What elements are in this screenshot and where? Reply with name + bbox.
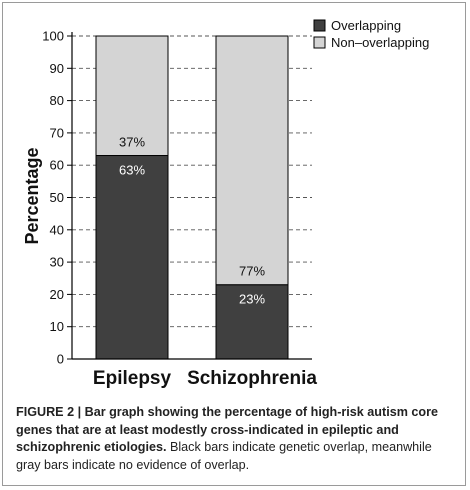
bar-schizophrenia-overlapping [215,284,289,360]
axes: 0 10 20 30 40 50 60 70 80 90 100 Epilepsy Schizophre… [42,29,317,390]
y-tick-label: 0 [57,352,64,367]
caption-description: Black bars indicate genetic overlap, mea… [16,440,432,472]
caption-title: Bar graph showing the percentage of high… [16,405,438,454]
data-label-overlapping: 23% [239,292,265,307]
x-category-label: Schizophrenia [187,368,317,389]
y-tick-label: 50 [50,190,64,205]
figure-caption: FIGURE 2 | Bar graph showing the percent… [16,404,456,474]
legend-label-overlapping: Overlapping [331,18,401,33]
data-label-overlapping: 63% [119,163,145,178]
y-tick-label: 10 [50,319,64,334]
stacked-bar-chart: 63% 37% 23% 77% 0 10 20 30 40 50 60 70 80 90 100 Epile… [22,18,429,390]
legend-label-non-overlapping: Non–overlapping [331,35,429,50]
data-label-non-overlapping: 37% [119,135,145,150]
bar-epilepsy-overlapping [95,155,169,360]
y-tick-label: 40 [50,222,64,237]
x-category-label: Epilepsy [93,368,172,389]
y-tick-label: 90 [50,61,64,76]
data-label-non-overlapping: 77% [239,264,265,279]
legend-swatch-overlapping [313,19,326,32]
y-axis-label: Percentage [22,147,42,244]
legend-swatch-non-overlapping [313,36,326,49]
y-tick-label: 20 [50,287,64,302]
y-tick-label: 30 [50,255,64,270]
bars: 63% 37% 23% 77% [95,35,289,360]
bar-schizophrenia-non-overlapping [215,35,289,286]
y-tick-label: 60 [50,158,64,173]
figure-label: FIGURE 2 | [16,405,85,419]
bar-epilepsy-non-overlapping [95,35,169,157]
legend: Overlapping Non–overlapping [313,18,429,50]
y-tick-label: 70 [50,125,64,140]
y-tick-label: 80 [50,93,64,108]
y-tick-label: 100 [42,29,64,44]
